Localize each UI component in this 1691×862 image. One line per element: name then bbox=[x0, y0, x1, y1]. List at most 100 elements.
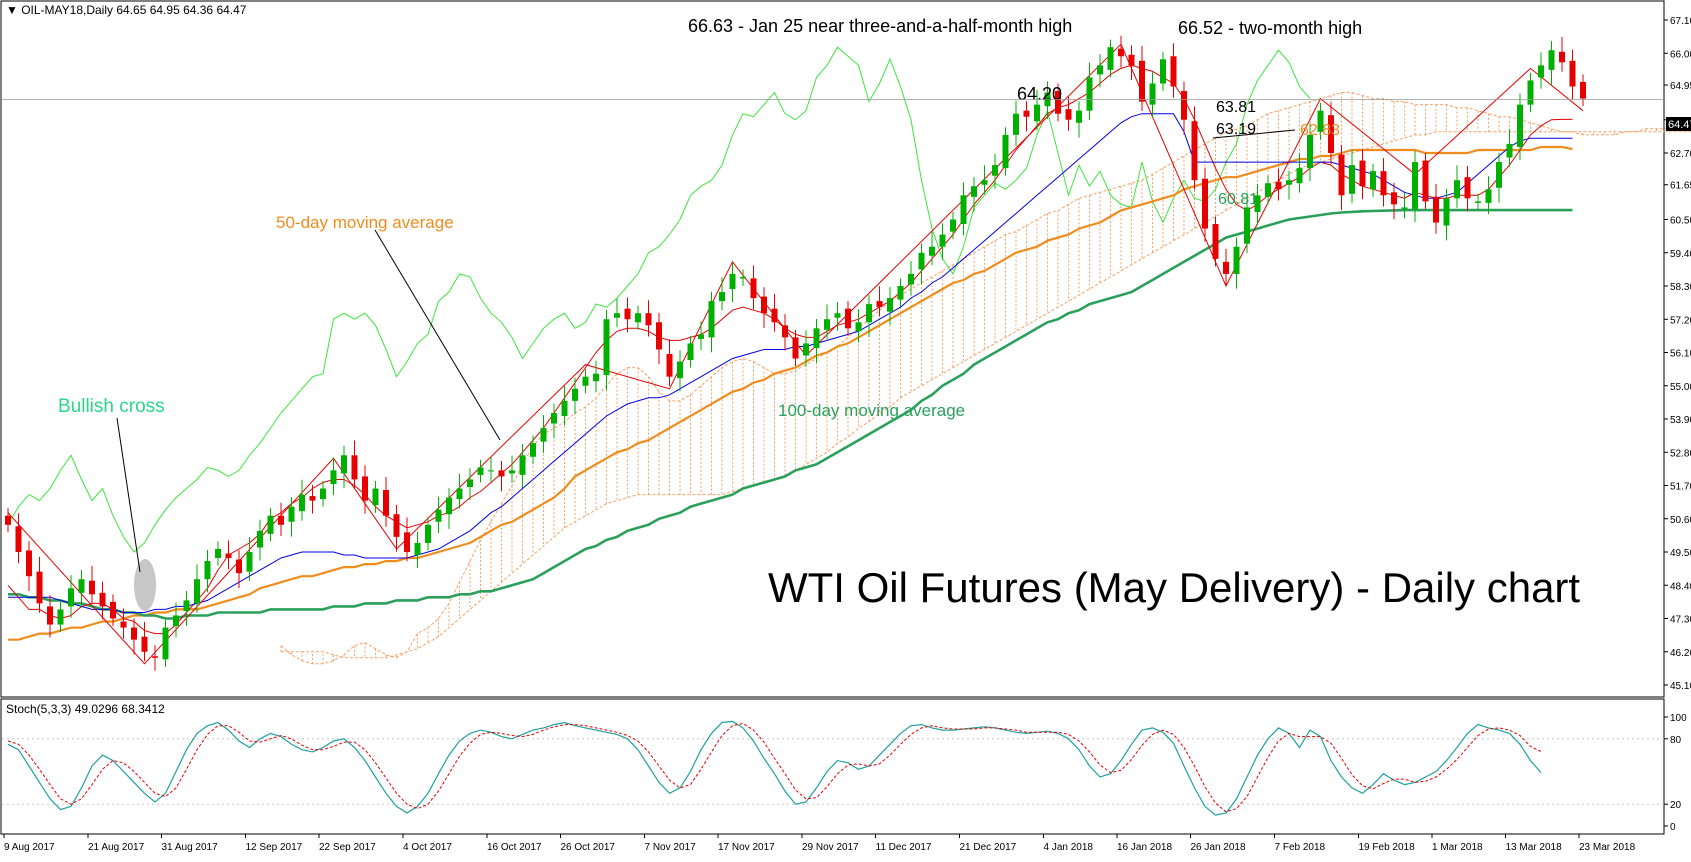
time-tick-label: 4 Jan 2018 bbox=[1044, 842, 1094, 853]
price-tick-label: 46.20 bbox=[1670, 648, 1691, 659]
candle-body bbox=[1538, 65, 1544, 78]
candle-body bbox=[971, 186, 977, 197]
candle bbox=[782, 314, 788, 351]
candle-body bbox=[267, 515, 274, 534]
candle bbox=[1548, 40, 1555, 85]
candle-body bbox=[666, 354, 673, 377]
candle-body bbox=[57, 609, 64, 625]
candle-body bbox=[855, 322, 862, 332]
candle-body bbox=[530, 443, 536, 457]
candle bbox=[992, 153, 998, 189]
candle bbox=[645, 300, 652, 337]
candle bbox=[183, 590, 190, 626]
candle-body bbox=[1338, 154, 1345, 196]
candle-body bbox=[1559, 51, 1565, 63]
bullish-cross-pointer bbox=[116, 417, 141, 573]
price-panel-frame bbox=[0, 0, 1665, 698]
candle bbox=[236, 550, 242, 588]
stoch-tick-label: 0 bbox=[1670, 822, 1676, 833]
candle bbox=[698, 321, 704, 351]
price-tick-label: 56.10 bbox=[1670, 349, 1691, 360]
candle bbox=[1191, 106, 1198, 190]
candle bbox=[1422, 153, 1429, 209]
candle bbox=[561, 386, 568, 426]
candle-body bbox=[708, 301, 715, 338]
candle bbox=[687, 335, 694, 368]
price-tick-label: 51.70 bbox=[1670, 482, 1691, 493]
candle bbox=[246, 537, 253, 582]
time-tick-label: 13 Mar 2018 bbox=[1506, 842, 1563, 853]
price-axis: 67.1066.0064.9563.8062.7061.6560.5059.40… bbox=[1664, 16, 1691, 692]
candle-body bbox=[467, 479, 473, 488]
candle bbox=[876, 286, 883, 317]
price-tick-label: 57.20 bbox=[1670, 315, 1691, 326]
candle bbox=[320, 480, 326, 507]
candle-body bbox=[5, 515, 11, 525]
candle bbox=[656, 312, 662, 365]
candle-body bbox=[1391, 192, 1397, 205]
candle-body bbox=[1181, 91, 1187, 120]
candle bbox=[1013, 100, 1019, 147]
price-tick-label: 61.65 bbox=[1670, 181, 1691, 192]
candle-body bbox=[782, 325, 788, 338]
stoch-signal-line bbox=[7, 722, 1542, 813]
stoch-header: Stoch(5,3,3) 49.0296 68.3412 bbox=[6, 702, 165, 716]
candle-body bbox=[393, 514, 400, 537]
candle bbox=[1433, 183, 1439, 234]
candle bbox=[530, 435, 536, 465]
candle-body bbox=[1055, 91, 1061, 114]
candle-body bbox=[1349, 165, 1355, 194]
candle bbox=[624, 297, 631, 333]
candle bbox=[509, 455, 515, 483]
stoch-panel-frame bbox=[0, 698, 1665, 835]
candle-body bbox=[761, 296, 767, 314]
candle-body bbox=[488, 470, 494, 472]
candle bbox=[614, 298, 620, 328]
candle bbox=[446, 488, 452, 530]
time-tick-label: 12 Sep 2017 bbox=[246, 842, 303, 853]
candle bbox=[950, 211, 956, 240]
time-tick-label: 11 Dec 2017 bbox=[876, 842, 932, 853]
chart-title: WTI Oil Futures (May Delivery) - Daily c… bbox=[768, 564, 1580, 611]
candle-body bbox=[1076, 110, 1082, 123]
candle bbox=[845, 301, 851, 336]
candle-body bbox=[939, 234, 946, 247]
annotation-ma100-label: 100-day moving average bbox=[778, 401, 965, 420]
candle-body bbox=[204, 561, 211, 580]
candle bbox=[981, 165, 988, 195]
candle bbox=[1496, 152, 1502, 203]
candle bbox=[887, 286, 893, 325]
candle bbox=[1170, 43, 1177, 98]
candle-body bbox=[1202, 178, 1208, 229]
price-tick-label: 47.30 bbox=[1670, 615, 1691, 626]
candle bbox=[1307, 123, 1313, 182]
candle-body bbox=[719, 292, 725, 302]
candle bbox=[971, 176, 977, 212]
candle bbox=[362, 465, 368, 514]
candle bbox=[1254, 184, 1261, 225]
candle-body bbox=[729, 273, 736, 290]
candle-body bbox=[803, 343, 809, 356]
candle bbox=[1202, 167, 1208, 242]
candle bbox=[1412, 150, 1418, 222]
chikou-span bbox=[7, 46, 1311, 553]
candle-body bbox=[183, 600, 190, 611]
candle bbox=[1391, 182, 1397, 220]
candle-body bbox=[362, 476, 368, 501]
candle-body bbox=[1286, 180, 1292, 185]
cloud-span-a bbox=[280, 92, 1691, 665]
candle-body bbox=[120, 621, 127, 628]
candle-body bbox=[1443, 198, 1450, 226]
candle-body bbox=[330, 470, 337, 484]
candle bbox=[215, 541, 221, 566]
candle-body bbox=[425, 524, 431, 543]
candle bbox=[1380, 158, 1387, 207]
candle-body bbox=[918, 252, 925, 270]
candle-body bbox=[26, 550, 32, 577]
candle bbox=[162, 620, 169, 667]
level-6283-pointer bbox=[1212, 129, 1296, 139]
candle-body bbox=[1359, 160, 1366, 187]
candle-body bbox=[68, 588, 74, 607]
last-price-label: 64.47 bbox=[1668, 119, 1691, 131]
